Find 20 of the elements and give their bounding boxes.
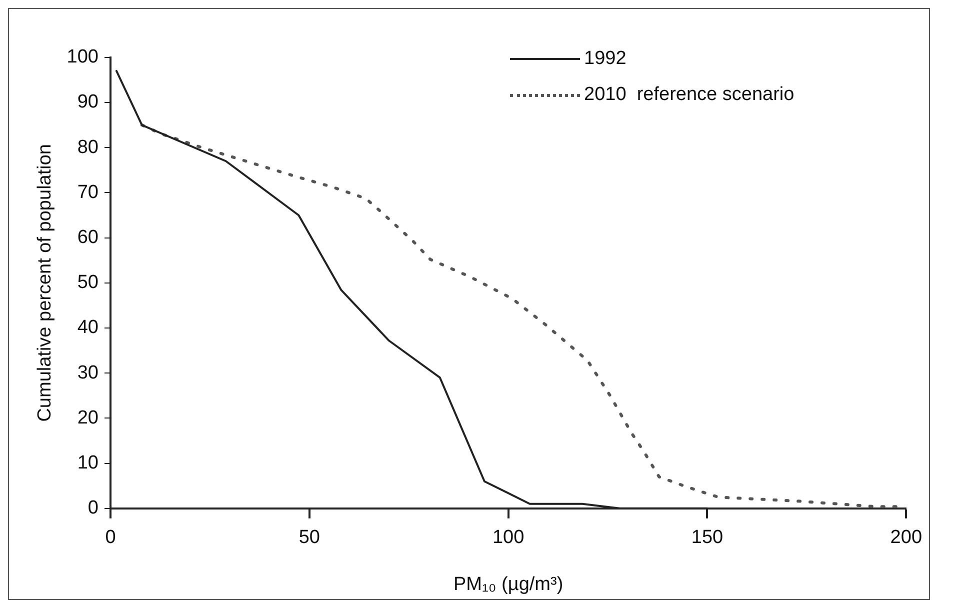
x-axis-title: PM₁₀ (µg/m³): [453, 574, 564, 595]
y-tick-label: 100: [66, 46, 98, 68]
legend-label: 1992: [584, 48, 626, 70]
y-tick-label: 70: [77, 182, 98, 203]
x-tick-label: 150: [691, 527, 724, 548]
y-tick-label: 30: [77, 362, 98, 384]
y-tick-label: 60: [77, 227, 98, 248]
x-tick-label: 200: [890, 527, 922, 548]
y-tick-label: 80: [77, 136, 98, 158]
x-tick-label: 50: [298, 527, 320, 548]
y-tick-label: 20: [77, 407, 98, 428]
y-tick-label: 90: [77, 92, 98, 113]
y-axis-title: Cumulative percent of population: [34, 144, 56, 422]
y-tick-label: 50: [77, 272, 98, 294]
y-tick-label: 40: [77, 317, 98, 338]
y-tick-label: 0: [88, 498, 98, 519]
legend-label: 2010 reference scenario: [584, 84, 794, 106]
x-tick-label: 0: [105, 527, 116, 548]
x-tick-label: 100: [492, 527, 524, 548]
y-tick-label: 10: [77, 452, 98, 474]
